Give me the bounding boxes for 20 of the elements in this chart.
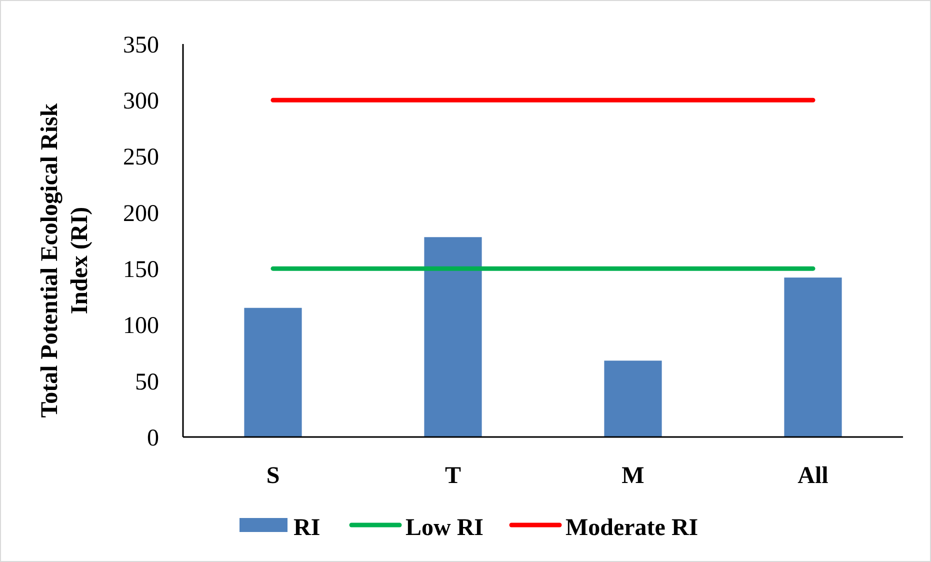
y-tick-label: 350 [123,32,159,58]
y-tick-label: 0 [147,425,159,452]
y-tick-label: 50 [135,369,159,396]
bar [244,308,302,437]
bar [424,237,482,437]
y-axis-title: Total Potential Ecological Risk Index (RI) [37,102,93,418]
y-tick-label: 150 [123,256,159,283]
legend-label: RI [294,515,320,542]
y-tick-label: 300 [123,88,159,115]
x-tick-label: M [622,463,644,489]
legend-label: Low RI [406,515,484,542]
bar [604,360,662,437]
y-tick-label: 250 [123,144,159,171]
legend-label: Moderate RI [566,515,698,542]
y-tick-label: 200 [123,200,159,227]
x-tick-label: T [444,463,462,489]
bar [784,278,842,437]
x-tick-label: S [266,463,280,489]
y-tick-label: 100 [123,313,159,340]
x-tick-label: All [798,463,829,489]
